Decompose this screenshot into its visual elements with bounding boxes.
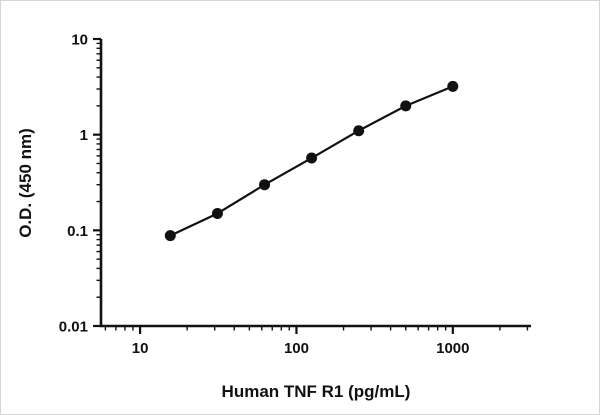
x-tick-label: 10: [132, 340, 149, 357]
plot-area: 10 100 1000 10 1 0.1 0.01: [59, 32, 531, 357]
x-axis-title: Human TNF R1 (pg/mL): [222, 382, 411, 401]
y-tick-label: 1: [80, 127, 88, 144]
data-point-marker: [353, 125, 365, 137]
data-point-marker: [259, 179, 271, 191]
y-tick-label: 0.01: [59, 319, 88, 336]
data-point-marker: [447, 80, 459, 92]
axis-spines: [99, 39, 531, 328]
data-point-marker: [164, 230, 176, 242]
x-axis-ticks: 10 100 1000: [104, 326, 529, 357]
data-point-marker: [211, 207, 223, 219]
x-tick-label: 100: [284, 340, 309, 357]
data-point-marker: [400, 100, 412, 112]
data-point-marker: [306, 152, 318, 164]
y-axis-ticks: 10 1 0.1 0.01: [59, 32, 101, 336]
y-tick-label: 10: [71, 32, 88, 49]
y-axis-title: O.D. (450 nm): [16, 128, 35, 238]
y-tick-label: 0.1: [67, 223, 88, 240]
x-tick-label: 1000: [436, 340, 469, 357]
